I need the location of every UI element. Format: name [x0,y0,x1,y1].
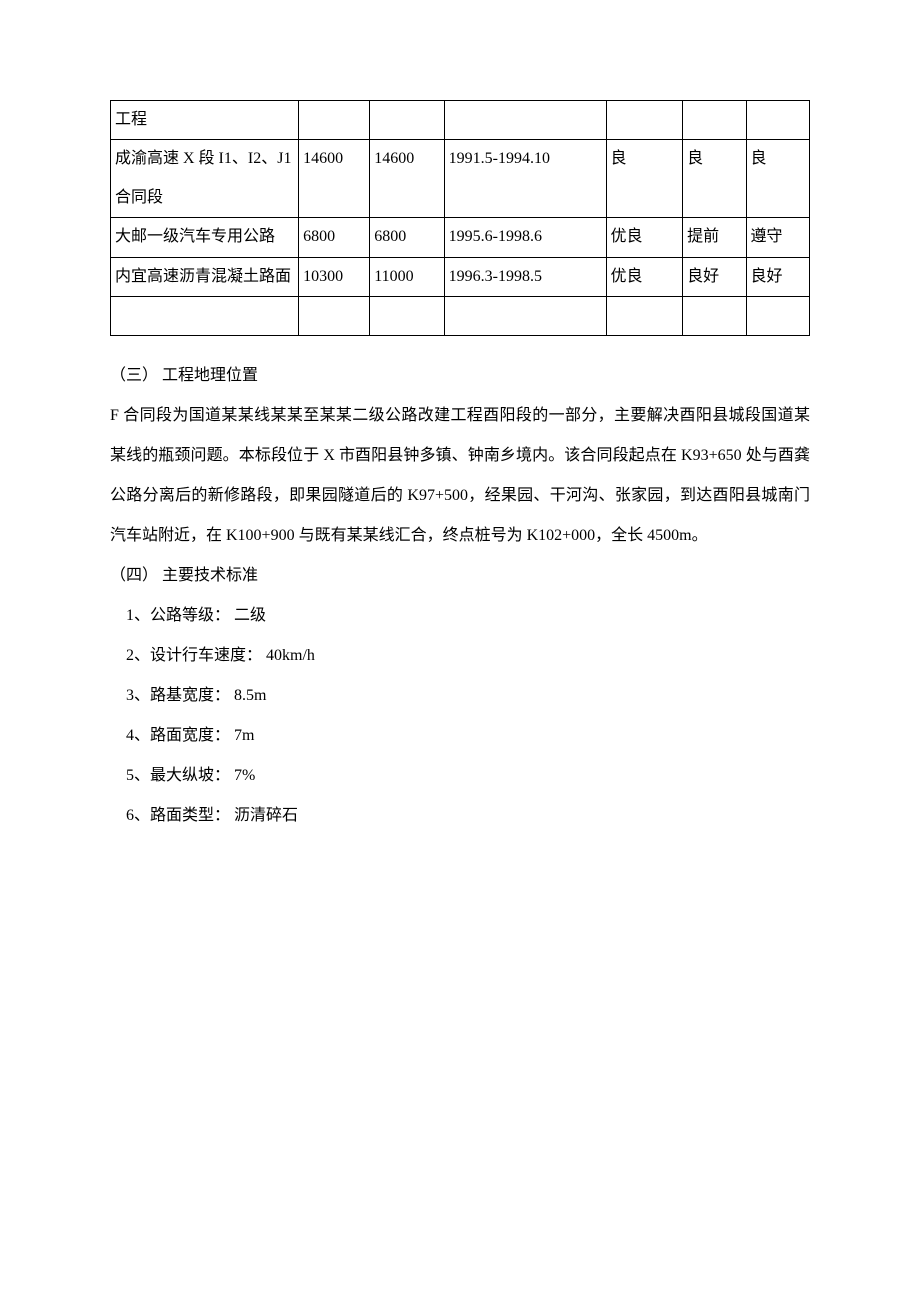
cell [683,101,746,140]
cell [299,101,370,140]
cell: 良好 [746,257,810,296]
cell [444,296,606,335]
spec-item: 3、路基宽度： 8.5m [110,676,810,716]
cell: 良 [683,140,746,218]
cell [111,296,299,335]
cell [606,101,683,140]
cell [299,296,370,335]
cell: 10300 [299,257,370,296]
cell [746,101,810,140]
cell: 遵守 [746,218,810,257]
spec-item: 4、路面宽度： 7m [110,716,810,756]
cell: 6800 [299,218,370,257]
section-title: （四） 主要技术标准 [110,556,810,596]
cell: 6800 [370,218,444,257]
cell: 成渝高速 X 段 I1、I2、J1 合同段 [111,140,299,218]
table-row: 工程 [111,101,810,140]
section-title: （三） 工程地理位置 [110,356,810,396]
cell: 内宜高速沥青混凝土路面 [111,257,299,296]
spec-item: 5、最大纵坡： 7% [110,756,810,796]
cell [444,101,606,140]
spec-item: 2、设计行车速度： 40km/h [110,636,810,676]
cell [606,296,683,335]
spec-item: 6、路面类型： 沥清碎石 [110,796,810,836]
cell [370,296,444,335]
cell [683,296,746,335]
table-row: 内宜高速沥青混凝土路面 10300 11000 1996.3-1998.5 优良… [111,257,810,296]
cell [746,296,810,335]
cell: 提前 [683,218,746,257]
cell: 大邮一级汽车专用公路 [111,218,299,257]
cell: 1996.3-1998.5 [444,257,606,296]
cell: 良好 [683,257,746,296]
cell [370,101,444,140]
table-row: 大邮一级汽车专用公路 6800 6800 1995.6-1998.6 优良 提前… [111,218,810,257]
cell: 良 [746,140,810,218]
cell: 1995.6-1998.6 [444,218,606,257]
cell: 工程 [111,101,299,140]
cell: 11000 [370,257,444,296]
cell: 1991.5-1994.10 [444,140,606,218]
cell: 优良 [606,218,683,257]
spec-item: 1、公路等级： 二级 [110,596,810,636]
projects-table: 工程 成渝高速 X 段 I1、I2、J1 合同段 14600 14600 199… [110,100,810,336]
cell: 良 [606,140,683,218]
document-body: （三） 工程地理位置 F 合同段为国道某某线某某至某某二级公路改建工程酉阳段的一… [110,356,810,836]
cell: 14600 [299,140,370,218]
cell: 14600 [370,140,444,218]
table-row: 成渝高速 X 段 I1、I2、J1 合同段 14600 14600 1991.5… [111,140,810,218]
section-body: F 合同段为国道某某线某某至某某二级公路改建工程酉阳段的一部分，主要解决酉阳县城… [110,396,810,556]
table-row [111,296,810,335]
cell: 优良 [606,257,683,296]
